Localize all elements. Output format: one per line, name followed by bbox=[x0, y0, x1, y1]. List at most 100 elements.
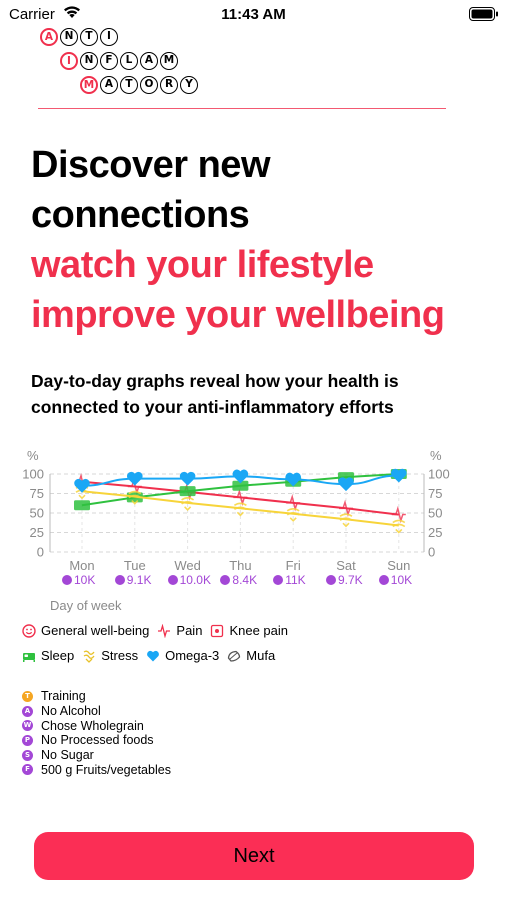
carrier-label: Carrier bbox=[9, 6, 55, 23]
activity-item: P No Processed foods bbox=[22, 733, 171, 748]
logo-letter: N bbox=[80, 52, 98, 70]
logo-letter: O bbox=[140, 76, 158, 94]
stress-icon bbox=[83, 650, 95, 663]
stress-point-icon bbox=[181, 497, 195, 511]
x-tick-label: Thu bbox=[229, 558, 251, 573]
activity-badge-icon: S bbox=[22, 749, 33, 761]
logo-letter: M bbox=[80, 76, 98, 94]
omega3-point-icon bbox=[338, 477, 354, 492]
sleep-point-icon bbox=[232, 480, 249, 491]
y-axis-unit-left: % bbox=[27, 448, 39, 463]
steps-icon bbox=[326, 575, 336, 585]
logo-letter: T bbox=[80, 28, 98, 46]
x-axis-title: Day of week bbox=[50, 598, 122, 613]
legend-label: Sleep bbox=[41, 648, 75, 663]
y-tick-label-left: 25 bbox=[30, 525, 44, 540]
steps-value: 11K bbox=[285, 573, 306, 587]
logo-letter: T bbox=[120, 76, 138, 94]
headline-line-2: connections bbox=[31, 194, 250, 236]
legend-general-wellbeing[interactable]: General well-being bbox=[22, 623, 149, 638]
steps-badge: 10.0K bbox=[167, 573, 211, 587]
x-tick-label: Mon bbox=[69, 558, 94, 573]
sleep-point-icon bbox=[74, 500, 90, 511]
legend-label: Pain bbox=[176, 623, 203, 638]
legend-mufa[interactable]: Mufa bbox=[227, 648, 275, 663]
y-tick-label-right: 25 bbox=[428, 525, 442, 540]
legend-label: Knee pain bbox=[229, 623, 288, 638]
steps-icon bbox=[273, 575, 284, 585]
pain-point-icon bbox=[286, 494, 301, 512]
x-tick-label: Tue bbox=[124, 558, 146, 573]
headline-line-3: watch your lifestyle bbox=[31, 244, 374, 286]
pain-point-icon bbox=[339, 499, 353, 518]
steps-value: 9.7K bbox=[338, 573, 363, 587]
activity-item: A No Alcohol bbox=[22, 704, 171, 719]
legend-stress[interactable]: Stress bbox=[82, 648, 138, 663]
battery-icon bbox=[469, 7, 498, 21]
activity-badge-icon: W bbox=[22, 720, 33, 732]
steps-row: 10K 9.1K 10.0K 8.4K 11K 9.7K 10K bbox=[0, 573, 507, 589]
headline-line-1: Discover new bbox=[31, 144, 271, 186]
steps-badge: 8.4K bbox=[220, 573, 257, 587]
sleep-point-icon bbox=[179, 486, 196, 497]
legend-label: General well-being bbox=[41, 623, 150, 638]
y-tick-label-left: 75 bbox=[30, 486, 44, 501]
series-line-stress bbox=[81, 490, 399, 527]
y-axis-unit-right: % bbox=[430, 448, 442, 463]
activity-item: F 500 g Fruits/vegetables bbox=[22, 762, 171, 777]
legend-pain[interactable]: Pain bbox=[157, 623, 202, 638]
steps-value: 10.0K bbox=[179, 573, 211, 587]
wifi-icon bbox=[64, 6, 80, 18]
activity-label: 500 g Fruits/vegetables bbox=[41, 762, 171, 777]
logo-letter: R bbox=[160, 76, 178, 94]
logo-letter: M bbox=[160, 52, 178, 70]
stress-point-icon bbox=[233, 502, 247, 517]
activity-item: S No Sugar bbox=[22, 748, 171, 763]
stress-point-icon bbox=[286, 507, 300, 522]
omega3-point-icon bbox=[74, 478, 90, 493]
y-tick-label-left: 100 bbox=[22, 467, 44, 482]
omega3-point-icon bbox=[232, 469, 249, 484]
status-bar: Carrier 11:43 AM bbox=[0, 0, 507, 30]
steps-value: 10K bbox=[74, 573, 96, 587]
x-tick-label: Fri bbox=[286, 558, 301, 573]
activity-label: No Sugar bbox=[41, 748, 94, 763]
y-tick-label-left: 0 bbox=[37, 545, 44, 560]
activity-label: Chose Wholegrain bbox=[41, 718, 144, 733]
x-tick-label: Sat bbox=[336, 558, 356, 573]
heart-icon bbox=[147, 650, 160, 661]
legend-label: Mufa bbox=[246, 648, 276, 663]
stress-point-icon bbox=[392, 519, 406, 534]
activity-label: No Alcohol bbox=[41, 704, 101, 719]
activity-badge-icon: P bbox=[22, 734, 33, 746]
y-tick-label-right: 0 bbox=[428, 545, 435, 560]
steps-value: 10K bbox=[390, 573, 413, 587]
legend-knee-pain[interactable]: Knee pain bbox=[210, 623, 288, 638]
x-tick-label: Wed bbox=[174, 558, 201, 573]
y-tick-label-left: 50 bbox=[30, 506, 44, 521]
activity-badge-icon: A bbox=[22, 705, 33, 717]
knee-icon bbox=[211, 624, 224, 637]
logo-letter: A bbox=[40, 28, 58, 46]
steps-value: 9.1K bbox=[126, 573, 152, 587]
next-button[interactable]: Next bbox=[34, 832, 474, 880]
steps-value: 8.4K bbox=[232, 573, 258, 587]
subheadline: Day-to-day graphs reveal how your health… bbox=[31, 371, 399, 417]
logo-letter: I bbox=[60, 52, 78, 70]
bed-icon bbox=[23, 652, 35, 662]
omega3-point-icon bbox=[285, 472, 301, 487]
stress-point-icon bbox=[128, 490, 142, 505]
legend-row-2: Sleep Stress Omega-3 Mufa bbox=[22, 648, 283, 663]
steps-badge: 9.1K bbox=[114, 573, 152, 587]
steps-icon bbox=[114, 575, 125, 585]
activity-item: T Training bbox=[22, 689, 171, 704]
legend-label: Stress bbox=[101, 648, 139, 663]
legend-omega3[interactable]: Omega-3 bbox=[146, 648, 219, 663]
steps-badge: 10K bbox=[62, 573, 95, 587]
legend-sleep[interactable]: Sleep bbox=[22, 648, 74, 663]
legend-row-1: General well-being Pain Knee pain bbox=[22, 623, 296, 638]
activity-badge-icon: T bbox=[22, 690, 33, 702]
omega3-point-icon bbox=[179, 471, 196, 486]
